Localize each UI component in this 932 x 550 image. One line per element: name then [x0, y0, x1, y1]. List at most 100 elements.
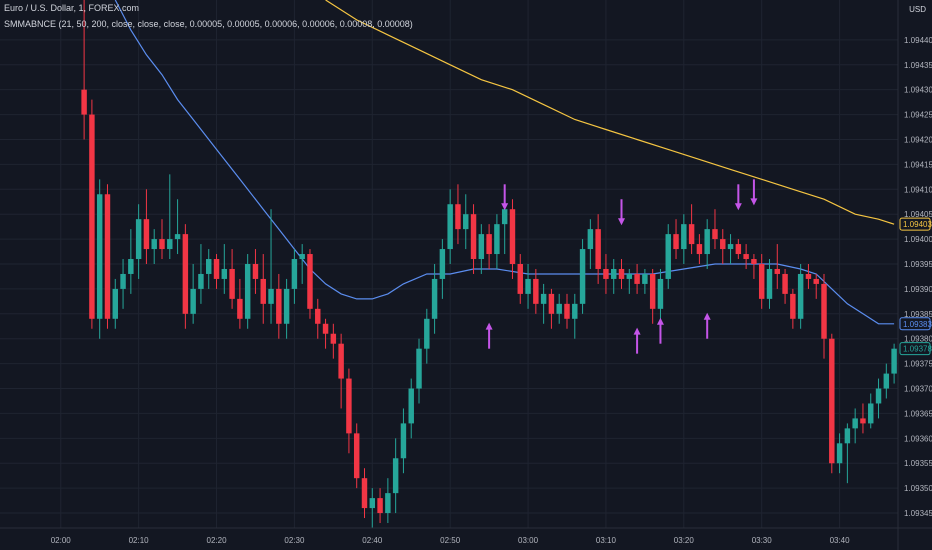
candle-body [883, 373, 890, 389]
candle [673, 219, 679, 260]
candle-body [330, 333, 337, 344]
candle-body [190, 288, 196, 314]
price-axis[interactable]: 1.09345 1.09350 1.09355 1.09360 1.09365 1.093… [897, 0, 932, 550]
candle-body [252, 264, 259, 279]
candle [431, 264, 438, 334]
candle-body [338, 343, 344, 379]
candle-body [688, 224, 695, 245]
candle-body [634, 273, 640, 284]
candle [720, 229, 726, 264]
candle-body [439, 249, 446, 279]
candle [774, 244, 781, 289]
candle-body [447, 204, 453, 250]
candle-body [790, 293, 796, 319]
candle-body [587, 229, 594, 250]
candle [626, 268, 633, 294]
candle [478, 224, 485, 274]
price-tick-label: 1.09390 [904, 285, 932, 294]
candle-body [564, 303, 570, 319]
candle [322, 318, 329, 349]
candle-body [283, 288, 290, 324]
candle-body [673, 234, 679, 250]
candle-body [89, 114, 95, 319]
candle-body [618, 268, 625, 279]
candle-body [681, 224, 687, 250]
price-tick-label: 1.09435 [904, 61, 932, 70]
candle-body [478, 234, 485, 260]
time-tick-label: 03:00 [518, 536, 539, 545]
time-axis[interactable]: 02:00 02:10 02:20 02:30 02:40 02:50 03:00 03:10… [0, 527, 932, 545]
candle [860, 403, 866, 434]
candle-body [206, 259, 212, 274]
buy-arrow [703, 312, 711, 339]
price-tick-label: 1.09440 [904, 36, 932, 45]
candle [283, 278, 290, 339]
candle [868, 393, 874, 429]
candle [517, 254, 523, 304]
candle-body [486, 234, 492, 255]
candle [182, 224, 189, 329]
candle-body [797, 273, 804, 319]
candle-body [875, 388, 882, 404]
price-tag-label: 1.09378 [903, 345, 932, 354]
candle-body [431, 278, 438, 319]
candle-body [540, 293, 547, 304]
candle [579, 239, 586, 314]
candle [167, 174, 173, 260]
candle-body [852, 418, 858, 429]
time-tick-label: 02:10 [129, 536, 150, 545]
time-tick-label: 03:30 [752, 536, 773, 545]
price-tick-label: 1.09350 [904, 484, 932, 493]
candle [727, 234, 734, 264]
price-tick-label: 1.09430 [904, 86, 932, 95]
arrow-head [703, 312, 711, 320]
sma-slow-layer [325, 0, 895, 225]
price-tick-label: 1.09360 [904, 434, 932, 443]
candle-body [860, 418, 866, 424]
candle-body [525, 278, 531, 294]
candle [128, 229, 134, 294]
candle [377, 488, 383, 524]
candle [486, 224, 492, 269]
candle-body [782, 273, 788, 294]
candle [198, 244, 204, 304]
candle [494, 214, 500, 269]
candle-body [260, 278, 266, 304]
candle [385, 478, 391, 524]
candle-body [221, 268, 228, 279]
price-tick-label: 1.09425 [904, 111, 932, 120]
candle [244, 254, 251, 329]
candle-body [244, 264, 251, 319]
candle-body [174, 234, 181, 240]
candle [439, 239, 446, 299]
arrow-head [501, 203, 509, 211]
candle-body [533, 278, 539, 304]
candle [206, 249, 212, 289]
symbol-title[interactable]: Euro / U.S. Dollar, 1, FOREX.com [4, 3, 140, 13]
price-tag-label: 1.09403 [903, 220, 932, 229]
candle-body [322, 323, 329, 334]
price-tag-box [899, 217, 931, 231]
arrow-head [633, 327, 641, 335]
arrow-head [485, 322, 493, 330]
price-tick-label: 1.09410 [904, 185, 932, 194]
candle-body [353, 433, 360, 479]
candle [299, 244, 305, 284]
sell-arrow [618, 199, 626, 226]
candle [276, 273, 282, 339]
candle [268, 209, 274, 324]
candle [252, 249, 259, 294]
candle-body [299, 254, 305, 260]
candle-body [603, 268, 609, 279]
candle-body [104, 194, 111, 319]
arrow-head [656, 317, 664, 325]
candle [463, 194, 469, 250]
buy-arrow [485, 322, 493, 349]
candle [237, 278, 243, 329]
candle-body [276, 288, 282, 324]
candle [681, 214, 687, 264]
indicator-legend[interactable]: SMMABNCE (21, 50, 200, close, close, clo… [4, 19, 413, 29]
candle [174, 199, 181, 255]
time-tick-label: 02:30 [284, 536, 305, 545]
